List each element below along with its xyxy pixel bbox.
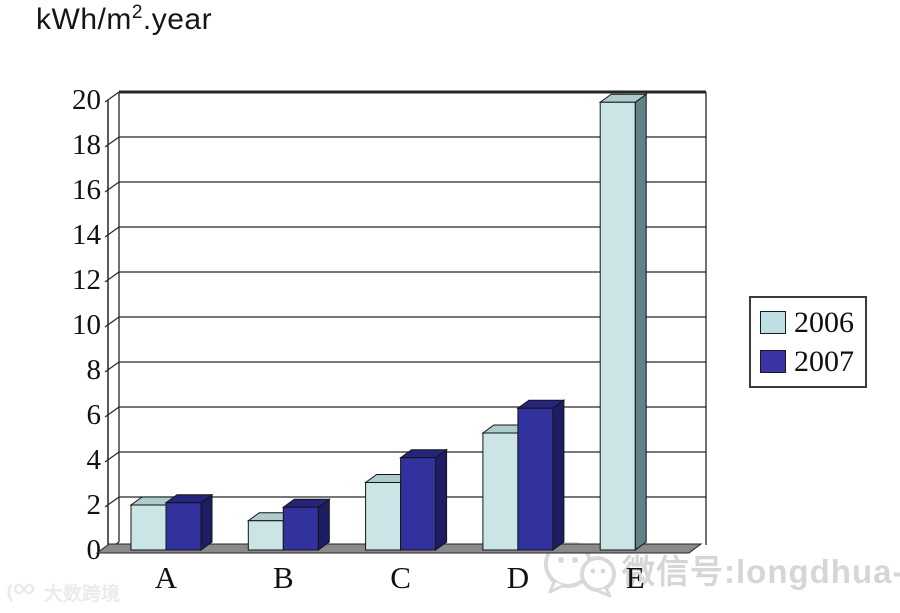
legend-swatch-2006 bbox=[760, 311, 786, 334]
y-tick-label-0: 0 bbox=[87, 534, 102, 566]
y-tick-label-16: 16 bbox=[72, 174, 101, 206]
y-tick-18 bbox=[104, 136, 120, 148]
bar-2006-A bbox=[130, 504, 167, 551]
bar-2007-D bbox=[517, 407, 554, 551]
y-tick-label-4: 4 bbox=[87, 444, 102, 476]
category-label-A: A bbox=[155, 560, 178, 595]
legend-label-2006: 2006 bbox=[794, 305, 854, 339]
bar-2006-B bbox=[247, 520, 284, 551]
category-label-C: C bbox=[390, 560, 411, 595]
legend-swatch-2007 bbox=[760, 350, 786, 373]
y-tick-16 bbox=[104, 181, 120, 193]
y-axis-title-prefix: kWh/m bbox=[36, 3, 132, 36]
watermark-wechat-text: 微信号:longdhua- bbox=[622, 553, 900, 590]
bar-2006-E bbox=[599, 101, 636, 551]
y-tick-2 bbox=[104, 496, 120, 508]
y-tick-label-18: 18 bbox=[72, 129, 101, 161]
legend: 2006 2007 bbox=[749, 296, 867, 388]
y-tick-8 bbox=[104, 361, 120, 373]
y-tick-label-20: 20 bbox=[72, 84, 101, 116]
bar-side-2007-D bbox=[552, 399, 565, 551]
bar-2007-A bbox=[165, 502, 202, 551]
legend-item-2007: 2007 bbox=[760, 344, 865, 378]
legend-label-2007: 2007 bbox=[794, 344, 854, 378]
y-tick-label-2: 2 bbox=[87, 489, 102, 521]
bar-side-2006-E bbox=[634, 93, 647, 551]
category-label-B: B bbox=[273, 560, 294, 595]
y-tick-14 bbox=[104, 226, 120, 238]
bar-side-2007-A bbox=[200, 493, 213, 551]
bar-side-2007-C bbox=[435, 448, 448, 551]
bar-side-2007-B bbox=[317, 498, 330, 551]
y-tick-label-10: 10 bbox=[72, 309, 101, 341]
y-tick-6 bbox=[104, 406, 120, 418]
category-label-D: D bbox=[507, 560, 529, 595]
y-axis-title-superscript: 2 bbox=[131, 2, 143, 23]
y-tick-20 bbox=[104, 91, 120, 103]
watermark-wechat: 微信号:longdhua- bbox=[540, 538, 900, 600]
y-tick-label-12: 12 bbox=[72, 264, 101, 296]
y-axis-title-suffix: .year bbox=[142, 3, 213, 36]
bar-2007-B bbox=[282, 506, 319, 551]
y-tick-label-8: 8 bbox=[87, 354, 102, 386]
legend-item-2006: 2006 bbox=[760, 305, 865, 339]
bar-2006-D bbox=[482, 432, 519, 551]
y-tick-10 bbox=[104, 316, 120, 328]
y-tick-label-6: 6 bbox=[87, 399, 102, 431]
y-axis-title: kWh/m2.year bbox=[36, 2, 212, 37]
y-tick-4 bbox=[104, 451, 120, 463]
y-tick-label-14: 14 bbox=[72, 219, 102, 251]
watermark-dashu-text: 大数跨境 bbox=[44, 584, 121, 605]
bar-2007-C bbox=[400, 457, 437, 551]
category-label-E: E bbox=[626, 560, 645, 595]
dashu-logo-icon bbox=[7, 583, 35, 602]
bar-2006-C bbox=[365, 482, 402, 551]
y-tick-12 bbox=[104, 271, 120, 283]
watermark-dashu: 大数跨境 bbox=[5, 579, 120, 606]
